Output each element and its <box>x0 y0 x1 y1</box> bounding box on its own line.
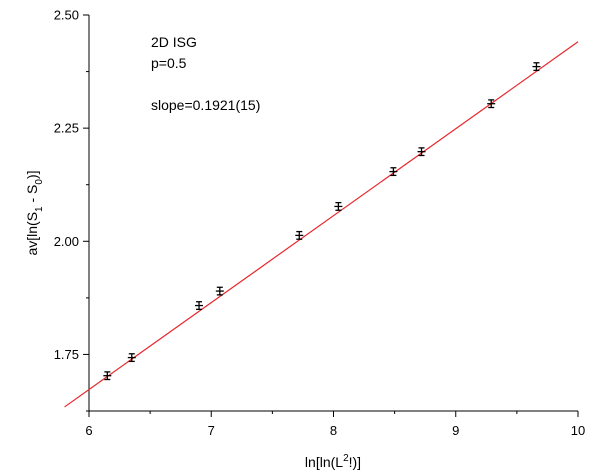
annotation-block: 2D ISG p=0.5 slope=0.1921(15) <box>151 34 260 113</box>
y-tick-label: 2.00 <box>54 234 79 249</box>
y-tick-label: 2.25 <box>54 121 79 136</box>
y-tick-label: 1.75 <box>54 347 79 362</box>
x-tick-label: 8 <box>330 423 337 438</box>
data-point <box>532 62 541 72</box>
x-axis-ticks: 6 7 8 9 10 <box>85 411 585 438</box>
annotation-p: p=0.5 <box>151 55 187 71</box>
plot-frame <box>88 15 578 412</box>
fit-line-group <box>64 41 579 408</box>
x-tick-label: 9 <box>452 423 459 438</box>
data-point <box>417 147 426 157</box>
x-tick-label: 6 <box>85 423 92 438</box>
y-axis-ticks: 1.75 2.00 2.25 2.50 <box>54 8 89 412</box>
x-tick-label: 10 <box>571 423 585 438</box>
data-point <box>334 201 343 211</box>
data-point <box>295 230 304 240</box>
data-point <box>215 286 224 296</box>
data-point <box>103 371 112 381</box>
data-point <box>487 99 496 109</box>
annotation-model: 2D ISG <box>151 34 197 50</box>
data-point <box>389 167 398 177</box>
data-point <box>195 301 204 311</box>
data-point <box>127 353 136 363</box>
annotation-slope: slope=0.1921(15) <box>151 97 260 113</box>
x-axis-title: ln[ln(L2!)] <box>305 453 361 470</box>
y-tick-label: 2.50 <box>54 8 79 23</box>
data-points <box>103 62 541 381</box>
y-axis-title: av[ln(S1 - S0)] <box>24 170 45 255</box>
fit-line <box>64 41 579 408</box>
x-tick-label: 7 <box>208 423 215 438</box>
